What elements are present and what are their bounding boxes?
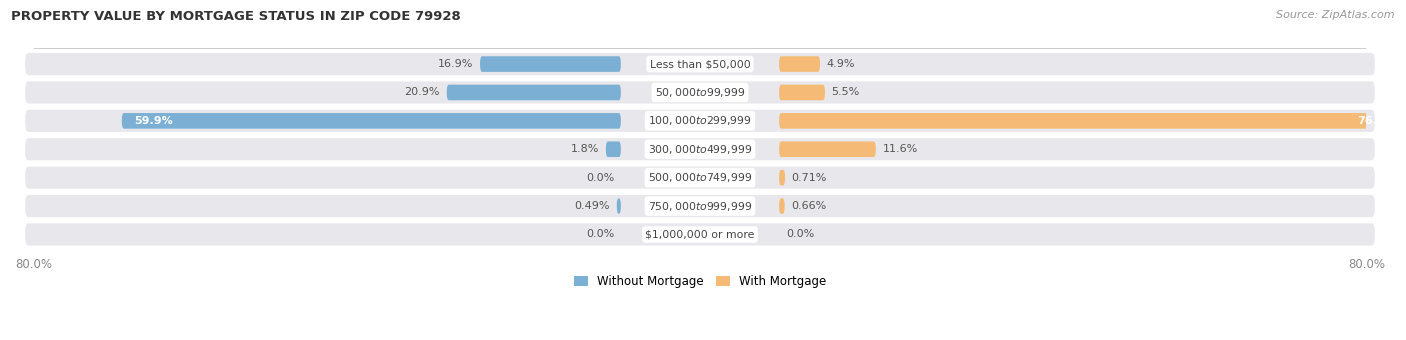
Text: 1.8%: 1.8%	[571, 144, 599, 154]
FancyBboxPatch shape	[779, 113, 1406, 129]
Text: 11.6%: 11.6%	[883, 144, 918, 154]
FancyBboxPatch shape	[779, 170, 785, 185]
FancyBboxPatch shape	[779, 56, 820, 72]
FancyBboxPatch shape	[25, 167, 1375, 189]
Text: 0.0%: 0.0%	[586, 173, 614, 183]
Text: 0.0%: 0.0%	[786, 230, 814, 239]
Text: $300,000 to $499,999: $300,000 to $499,999	[648, 143, 752, 156]
FancyBboxPatch shape	[779, 198, 785, 214]
Text: 0.71%: 0.71%	[792, 173, 827, 183]
FancyBboxPatch shape	[617, 198, 621, 214]
FancyBboxPatch shape	[447, 85, 621, 100]
FancyBboxPatch shape	[606, 141, 621, 157]
FancyBboxPatch shape	[122, 113, 621, 129]
Text: 0.0%: 0.0%	[586, 230, 614, 239]
Text: $500,000 to $749,999: $500,000 to $749,999	[648, 171, 752, 184]
Text: 16.9%: 16.9%	[439, 59, 474, 69]
Text: 0.66%: 0.66%	[792, 201, 827, 211]
Text: Less than $50,000: Less than $50,000	[650, 59, 751, 69]
Text: PROPERTY VALUE BY MORTGAGE STATUS IN ZIP CODE 79928: PROPERTY VALUE BY MORTGAGE STATUS IN ZIP…	[11, 10, 461, 23]
Text: $750,000 to $999,999: $750,000 to $999,999	[648, 200, 752, 212]
Text: $1,000,000 or more: $1,000,000 or more	[645, 230, 755, 239]
FancyBboxPatch shape	[25, 195, 1375, 217]
Text: $50,000 to $99,999: $50,000 to $99,999	[655, 86, 745, 99]
Text: $100,000 to $299,999: $100,000 to $299,999	[648, 114, 752, 128]
FancyBboxPatch shape	[779, 85, 825, 100]
FancyBboxPatch shape	[25, 223, 1375, 245]
FancyBboxPatch shape	[479, 56, 621, 72]
Legend: Without Mortgage, With Mortgage: Without Mortgage, With Mortgage	[569, 270, 831, 293]
Text: 76.6%: 76.6%	[1358, 116, 1396, 126]
FancyBboxPatch shape	[25, 81, 1375, 104]
Text: 20.9%: 20.9%	[405, 87, 440, 98]
FancyBboxPatch shape	[25, 138, 1375, 160]
FancyBboxPatch shape	[779, 141, 876, 157]
FancyBboxPatch shape	[25, 53, 1375, 75]
Text: 0.49%: 0.49%	[575, 201, 610, 211]
Text: Source: ZipAtlas.com: Source: ZipAtlas.com	[1277, 10, 1395, 20]
Text: 4.9%: 4.9%	[827, 59, 855, 69]
Text: 59.9%: 59.9%	[135, 116, 173, 126]
FancyBboxPatch shape	[25, 110, 1375, 132]
Text: 5.5%: 5.5%	[831, 87, 860, 98]
